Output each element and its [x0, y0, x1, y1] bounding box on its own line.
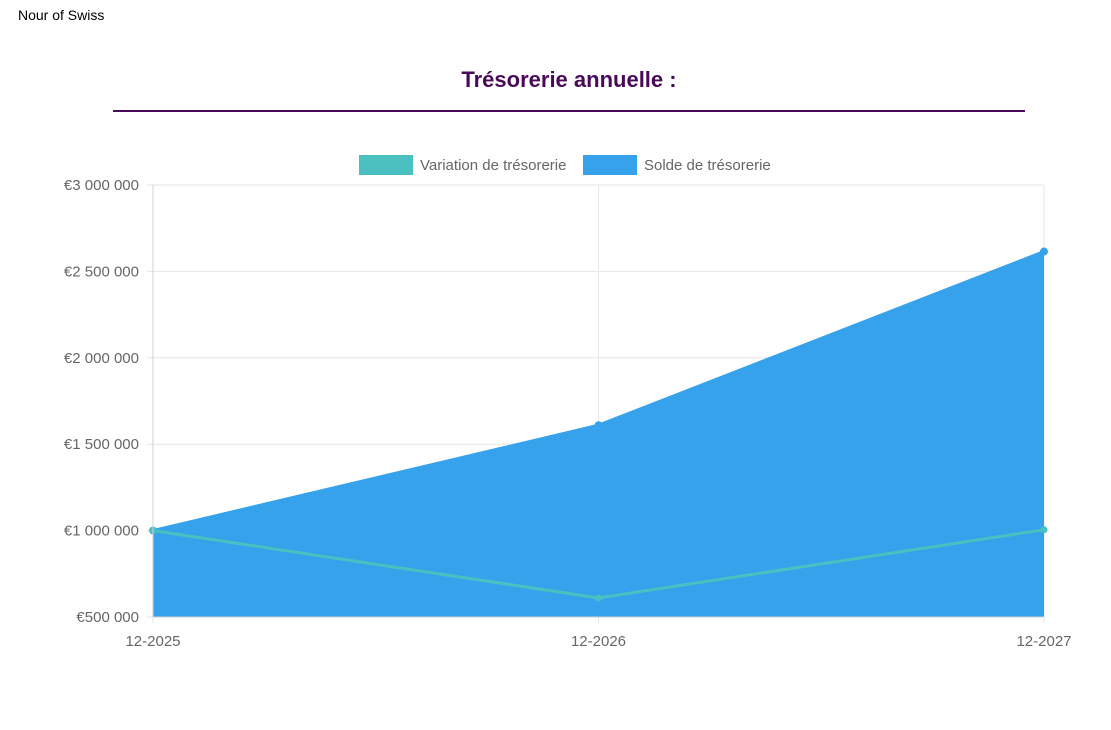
solde-area — [153, 251, 1044, 617]
x-tick-label: 12-2026 — [571, 633, 626, 650]
solde-point[interactable] — [594, 421, 603, 430]
solde-point[interactable] — [1040, 247, 1048, 256]
y-tick-label: €2 500 000 — [64, 263, 139, 280]
legend: Variation de trésorerie Solde de trésore… — [359, 155, 771, 175]
legend-swatch-solde[interactable] — [583, 155, 637, 175]
y-tick-label: €2 000 000 — [64, 350, 139, 367]
y-tick-label: €1 500 000 — [64, 436, 139, 453]
line-series — [149, 526, 1048, 602]
legend-label-solde[interactable]: Solde de trésorerie — [644, 157, 771, 174]
y-axis: €3 000 000 €2 500 000 €2 000 000 €1 500 000… — [64, 177, 154, 626]
company-name: Nour of Swiss — [18, 7, 105, 23]
variation-point[interactable] — [1040, 526, 1048, 534]
chart-title: Trésorerie annuelle : — [461, 67, 677, 92]
y-tick-label: €500 000 — [76, 609, 139, 626]
title-underline — [113, 110, 1025, 112]
y-tick-label: €1 000 000 — [64, 523, 139, 540]
variation-point[interactable] — [595, 594, 602, 602]
legend-swatch-variation[interactable] — [359, 155, 413, 175]
x-tick-label: 12-2027 — [1016, 633, 1071, 650]
x-axis: 12-2025 12-2026 12-2027 — [125, 616, 1072, 650]
legend-label-variation[interactable]: Variation de trésorerie — [420, 157, 566, 174]
x-tick-label: 12-2025 — [125, 633, 180, 650]
y-tick-label: €3 000 000 — [64, 177, 139, 194]
